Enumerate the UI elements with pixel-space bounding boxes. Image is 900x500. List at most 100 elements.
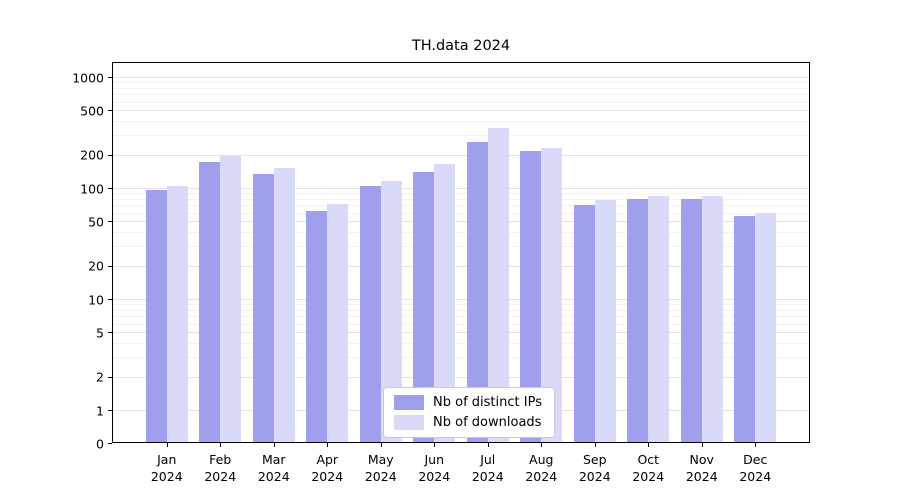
x-tick-mark bbox=[327, 443, 329, 447]
minor-gridline bbox=[113, 121, 809, 123]
x-tick-mark bbox=[487, 443, 489, 447]
minor-gridline bbox=[113, 323, 809, 325]
x-tick-mark bbox=[166, 443, 168, 447]
minor-gridline bbox=[113, 232, 809, 234]
major-gridline bbox=[113, 110, 809, 112]
bar-distinct-ips-jan bbox=[145, 190, 167, 443]
x-tick-label: Sep 2024 bbox=[578, 452, 611, 484]
y-tick-mark bbox=[108, 376, 112, 378]
major-gridline bbox=[113, 265, 809, 267]
bar-downloads-nov bbox=[701, 196, 723, 443]
x-tick-label: Dec 2024 bbox=[739, 452, 772, 484]
bar-downloads-mar bbox=[273, 168, 295, 443]
bar-distinct-ips-aug bbox=[520, 151, 542, 443]
y-tick-label: 0 bbox=[96, 436, 104, 451]
bar-downloads-aug bbox=[541, 147, 563, 443]
y-tick-mark bbox=[108, 110, 112, 112]
y-tick-label: 100 bbox=[80, 181, 104, 196]
x-tick-label: May 2024 bbox=[364, 452, 397, 484]
x-tick-mark bbox=[594, 443, 596, 447]
y-tick-label: 50 bbox=[88, 214, 104, 230]
x-tick-label: Jul 2024 bbox=[471, 452, 504, 484]
x-tick-label: Feb 2024 bbox=[204, 452, 237, 484]
x-tick-mark bbox=[220, 443, 222, 447]
minor-gridline bbox=[113, 246, 809, 248]
minor-gridline bbox=[113, 343, 809, 345]
y-tick-label: 20 bbox=[88, 258, 104, 274]
y-tick-label: 2 bbox=[96, 369, 104, 385]
y-tick-label: 1 bbox=[96, 403, 104, 418]
minor-gridline bbox=[113, 193, 809, 195]
x-tick-mark bbox=[434, 443, 436, 447]
bar-downloads-apr bbox=[327, 203, 349, 443]
legend-swatch-distinct-ips bbox=[394, 395, 425, 410]
x-tick-label: Mar 2024 bbox=[257, 452, 290, 484]
x-tick-label: Apr 2024 bbox=[311, 452, 344, 484]
y-tick-label: 10 bbox=[88, 292, 104, 307]
major-gridline bbox=[113, 154, 809, 156]
bar-downloads-feb bbox=[220, 155, 242, 443]
minor-gridline bbox=[113, 316, 809, 318]
major-gridline bbox=[113, 376, 809, 378]
x-tick-mark bbox=[380, 443, 382, 447]
y-tick-label: 500 bbox=[80, 103, 104, 119]
y-tick-mark bbox=[108, 443, 112, 444]
legend-item-downloads: Nb of downloads bbox=[394, 415, 542, 430]
y-tick-label: 1000 bbox=[72, 70, 104, 85]
major-gridline bbox=[113, 332, 809, 334]
major-gridline bbox=[113, 188, 809, 189]
y-tick-mark bbox=[108, 299, 112, 300]
minor-gridline bbox=[113, 198, 809, 200]
bar-downloads-sep bbox=[594, 199, 616, 443]
bar-downloads-jun bbox=[434, 163, 456, 443]
y-tick-mark bbox=[108, 265, 112, 267]
bar-distinct-ips-feb bbox=[199, 162, 221, 443]
x-tick-label: Nov 2024 bbox=[685, 452, 718, 484]
minor-gridline bbox=[113, 309, 809, 311]
minor-gridline bbox=[113, 94, 809, 96]
x-tick-mark bbox=[701, 443, 703, 447]
minor-gridline bbox=[113, 212, 809, 214]
bar-distinct-ips-dec bbox=[734, 215, 756, 443]
bar-distinct-ips-jul bbox=[466, 141, 488, 443]
minor-gridline bbox=[113, 87, 809, 89]
x-tick-mark bbox=[755, 443, 757, 447]
bar-distinct-ips-may bbox=[359, 185, 381, 443]
x-tick-label: Jun 2024 bbox=[418, 452, 451, 484]
x-tick-label: Aug 2024 bbox=[525, 452, 558, 484]
bar-distinct-ips-oct bbox=[627, 198, 649, 443]
legend-swatch-downloads bbox=[394, 415, 425, 430]
major-gridline bbox=[113, 299, 809, 300]
x-tick-mark bbox=[273, 443, 275, 447]
bar-downloads-oct bbox=[648, 196, 670, 443]
legend: Nb of distinct IPs Nb of downloads bbox=[383, 387, 555, 438]
bar-distinct-ips-mar bbox=[252, 173, 274, 443]
y-tick-mark bbox=[108, 332, 112, 334]
bar-downloads-jan bbox=[166, 185, 188, 443]
major-gridline bbox=[113, 221, 809, 223]
y-tick-label: 200 bbox=[80, 147, 104, 163]
legend-item-distinct-ips: Nb of distinct IPs bbox=[394, 395, 542, 410]
x-tick-mark bbox=[541, 443, 543, 447]
minor-gridline bbox=[113, 304, 809, 306]
legend-label-distinct-ips: Nb of distinct IPs bbox=[433, 395, 542, 410]
legend-label-downloads: Nb of downloads bbox=[433, 415, 542, 430]
y-tick-mark bbox=[108, 410, 112, 411]
minor-gridline bbox=[113, 205, 809, 207]
bar-distinct-ips-sep bbox=[573, 205, 595, 443]
bar-distinct-ips-jun bbox=[413, 171, 435, 443]
y-tick-mark bbox=[108, 77, 112, 78]
x-tick-mark bbox=[648, 443, 650, 447]
major-gridline bbox=[113, 77, 809, 78]
y-tick-mark bbox=[108, 188, 112, 189]
bar-downloads-may bbox=[380, 181, 402, 443]
minor-gridline bbox=[113, 101, 809, 103]
x-tick-label: Oct 2024 bbox=[632, 452, 665, 484]
x-tick-label: Jan 2024 bbox=[150, 452, 183, 484]
minor-gridline bbox=[113, 82, 809, 84]
bar-downloads-dec bbox=[755, 212, 777, 443]
y-tick-mark bbox=[108, 221, 112, 223]
minor-gridline bbox=[113, 135, 809, 137]
bar-distinct-ips-apr bbox=[306, 211, 328, 443]
